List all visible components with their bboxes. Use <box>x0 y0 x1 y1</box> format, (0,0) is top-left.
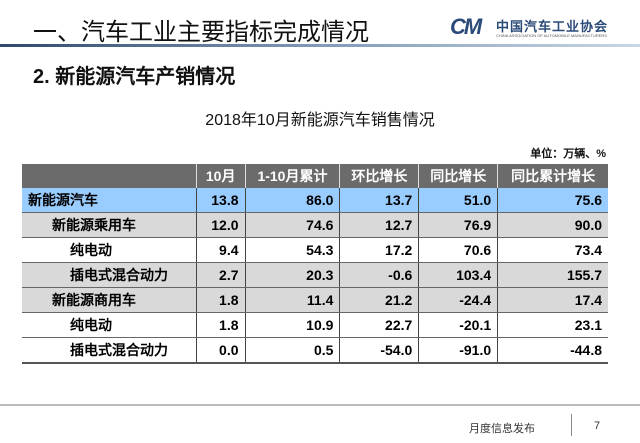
row-label: 插电式混合动力 <box>22 262 197 288</box>
cell-value: 0.0 <box>195 337 245 364</box>
column-header: 同比增长 <box>418 164 498 188</box>
cell-value: 76.9 <box>418 212 498 238</box>
footer-text: 月度信息发布 <box>469 423 535 435</box>
cell-value: -44.8 <box>497 337 608 364</box>
table-row: 插电式混合动力 2.7 20.3 -0.6 103.4 155.7 <box>22 262 608 288</box>
column-header <box>22 164 197 188</box>
cell-value: 75.6 <box>497 188 608 213</box>
cell-value: 51.0 <box>418 188 498 213</box>
cell-value: 70.6 <box>418 237 498 263</box>
cell-value: 21.2 <box>339 287 419 313</box>
table-row: 新能源商用车 1.8 11.4 21.2 -24.4 17.4 <box>22 287 608 313</box>
cell-value: 103.4 <box>418 262 498 288</box>
cell-value: 86.0 <box>244 188 340 213</box>
cell-value: 17.2 <box>339 237 419 263</box>
cell-value: 20.3 <box>244 262 340 288</box>
row-label: 纯电动 <box>22 312 197 338</box>
slide-title: 一、汽车工业主要指标完成情况 <box>33 19 369 46</box>
footer-divider <box>0 404 640 406</box>
row-label: 插电式混合动力 <box>22 337 197 364</box>
cell-value: 74.6 <box>244 212 340 238</box>
row-label: 纯电动 <box>22 237 197 263</box>
row-label: 新能源乘用车 <box>22 212 197 238</box>
cell-value: 54.3 <box>244 237 340 263</box>
cell-value: 17.4 <box>497 287 608 313</box>
column-header: 10月 <box>195 164 245 188</box>
table-row: 新能源乘用车 12.0 74.6 12.7 76.9 90.0 <box>22 212 608 238</box>
cell-value: 23.1 <box>497 312 608 338</box>
cell-value: 2.7 <box>195 262 245 288</box>
cell-value: 12.0 <box>195 212 245 238</box>
footer-separator <box>571 414 572 436</box>
cell-value: 13.7 <box>339 188 419 213</box>
cell-value: 12.7 <box>339 212 419 238</box>
cell-value: -0.6 <box>339 262 419 288</box>
unit-label: 单位：万辆、% <box>530 148 606 160</box>
cell-value: -54.0 <box>339 337 419 364</box>
cell-value: -24.4 <box>418 287 498 313</box>
cell-value: 1.8 <box>195 287 245 313</box>
sales-table: 10月 1-10月累计 环比增长 同比增长 同比累计增长 新能源汽车 13.8 86… <box>22 164 608 364</box>
cell-value: 22.7 <box>339 312 419 338</box>
cell-value: 73.4 <box>497 237 608 263</box>
header-divider <box>0 44 640 47</box>
cell-value: 155.7 <box>497 262 608 288</box>
logo-en-name: CHINA ASSOCIATION OF AUTOMOBILE MANUFACT… <box>496 33 607 38</box>
table-row: 插电式混合动力 0.0 0.5 -54.0 -91.0 -44.8 <box>22 337 608 364</box>
cell-value: -91.0 <box>418 337 498 364</box>
section-subtitle: 2. 新能源汽车产销情况 <box>33 66 236 88</box>
table-row: 新能源汽车 13.8 86.0 13.7 51.0 75.6 <box>22 188 608 213</box>
cell-value: 10.9 <box>244 312 340 338</box>
column-header: 1-10月累计 <box>244 164 340 188</box>
table-title: 2018年10月新能源汽车销售情况 <box>205 112 435 129</box>
logo: CM 中国汽车工业协会 CHINA ASSOCIATION OF AUTOMOB… <box>450 14 630 40</box>
logo-cn-name: 中国汽车工业协会 <box>496 19 609 34</box>
table-row: 纯电动 1.8 10.9 22.7 -20.1 23.1 <box>22 312 608 338</box>
row-label: 新能源汽车 <box>22 188 197 213</box>
cell-value: 11.4 <box>244 287 340 313</box>
cell-value: 13.8 <box>195 188 245 213</box>
page-number: 7 <box>594 420 601 432</box>
cell-value: -20.1 <box>418 312 498 338</box>
cell-value: 1.8 <box>195 312 245 338</box>
column-header: 同比累计增长 <box>497 164 608 188</box>
logo-mark: CM <box>450 14 482 39</box>
table-row: 纯电动 9.4 54.3 17.2 70.6 73.4 <box>22 237 608 263</box>
cell-value: 90.0 <box>497 212 608 238</box>
column-header: 环比增长 <box>339 164 419 188</box>
header-row: 10月 1-10月累计 环比增长 同比增长 同比累计增长 <box>22 164 608 188</box>
cell-value: 0.5 <box>244 337 340 364</box>
row-label: 新能源商用车 <box>22 287 197 313</box>
cell-value: 9.4 <box>195 237 245 263</box>
